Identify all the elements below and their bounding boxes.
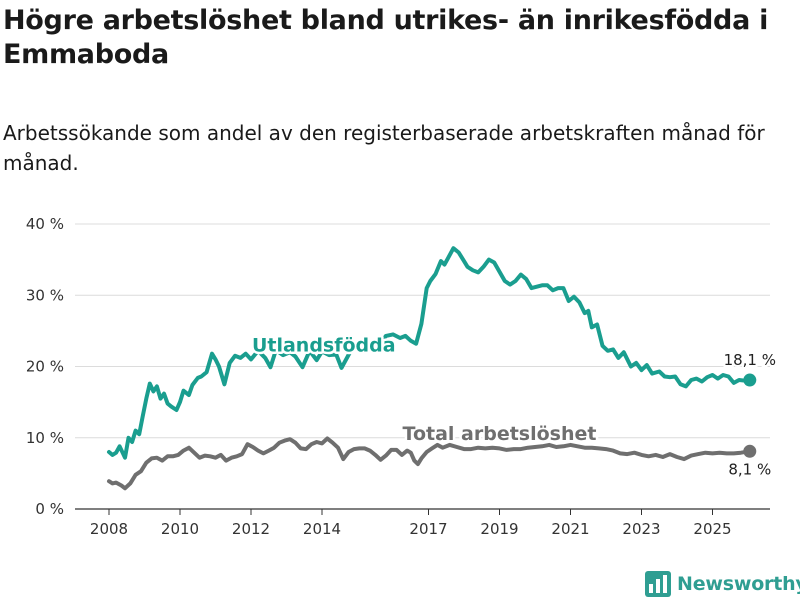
end-value-label-utlandsfodda: 18,1 % [724,351,776,369]
brand-logo[interactable]: Newsworthy [645,569,800,599]
x-tick-label: 2019 [480,520,518,538]
y-tick-label: 40 % [26,215,64,233]
endpoint-dot-total [743,444,757,458]
x-tick-label: 2017 [409,520,447,538]
y-tick-label: 10 % [26,429,64,447]
endpoint-dot-utlandsfodda [743,373,757,387]
brand-name: Newsworthy [677,573,800,595]
series-label-total: Total arbetslöshet [403,423,597,445]
chart-subtitle: Arbetssökande som andel av den registerb… [3,121,765,175]
x-tick-label: 2025 [693,520,731,538]
series-line-utlandsfodda [107,246,752,460]
x-tick-label: 2012 [232,520,270,538]
end-value-label-total: 8,1 % [728,460,771,478]
x-tick-label: 2014 [303,520,341,538]
y-tick-label: 30 % [26,286,64,304]
x-tick-label: 2021 [551,520,589,538]
bar-chart-icon [645,571,671,597]
y-tick-label: 20 % [26,358,64,376]
x-tick-label: 2010 [161,520,199,538]
y-tick-label: 0 % [35,500,64,518]
x-tick-label: 2008 [90,520,128,538]
chart-title: Högre arbetslöshet bland utrikes- än inr… [3,5,769,70]
series-label-utlandsfodda: Utlandsfödda [252,335,396,357]
series-line-total [107,436,752,491]
x-tick-label: 2023 [622,520,660,538]
